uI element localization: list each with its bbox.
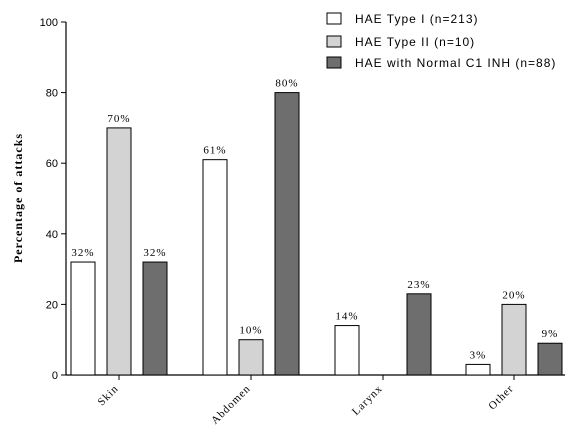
bar bbox=[501, 303, 527, 376]
data-label: 23% bbox=[407, 279, 430, 291]
data-label: 3% bbox=[470, 349, 487, 361]
x-category-label: Skin bbox=[96, 383, 122, 409]
y-tick-label: 80 bbox=[46, 88, 58, 100]
data-label: 10% bbox=[239, 325, 262, 337]
x-category-label: Other bbox=[486, 383, 516, 413]
y-tick-label: 20 bbox=[46, 299, 58, 311]
legend-swatch bbox=[326, 35, 342, 48]
data-label: 70% bbox=[107, 113, 130, 125]
legend-label: HAE with Normal C1 INH (n=88) bbox=[355, 56, 556, 70]
bar bbox=[334, 325, 360, 376]
bar bbox=[106, 127, 132, 376]
y-tick-label: 100 bbox=[40, 17, 58, 29]
data-label: 80% bbox=[275, 78, 298, 90]
y-tick-label: 40 bbox=[46, 229, 58, 241]
bar bbox=[537, 342, 563, 376]
bars-group bbox=[70, 92, 563, 376]
legend-label: HAE Type I (n=213) bbox=[355, 12, 479, 26]
legend-swatch bbox=[326, 56, 342, 69]
legend-label: HAE Type II (n=10) bbox=[355, 35, 475, 49]
y-tick-label: 0 bbox=[52, 370, 58, 382]
bar bbox=[465, 363, 491, 376]
data-label: 32% bbox=[71, 247, 94, 259]
x-category-label: Abdomen bbox=[209, 383, 253, 425]
x-axis: Skin Abdomen Larynx Other bbox=[66, 374, 565, 425]
data-label: 32% bbox=[143, 247, 166, 259]
y-tick-label: 60 bbox=[46, 158, 58, 170]
x-category-label: Larynx bbox=[350, 383, 385, 418]
y-axis-label: Percentage of attacks bbox=[11, 133, 25, 263]
bar bbox=[406, 293, 432, 376]
data-labels-group: 32% 61% 14% 3% 70% 10% 20% 32% 80% 23% 9% bbox=[71, 78, 559, 362]
legend-swatch bbox=[326, 12, 342, 25]
bar bbox=[274, 92, 300, 376]
data-label: 61% bbox=[203, 145, 226, 157]
bar bbox=[70, 261, 96, 376]
y-axis: 0 20 40 60 80 100 bbox=[40, 17, 67, 382]
bar bbox=[142, 261, 168, 376]
chart-legend: HAE Type I (n=213) HAE Type II (n=10) HAE … bbox=[326, 12, 556, 70]
data-label: 14% bbox=[335, 311, 358, 323]
bar bbox=[202, 159, 228, 376]
data-label: 9% bbox=[542, 328, 559, 340]
bar bbox=[238, 339, 264, 376]
data-label: 20% bbox=[502, 289, 525, 301]
